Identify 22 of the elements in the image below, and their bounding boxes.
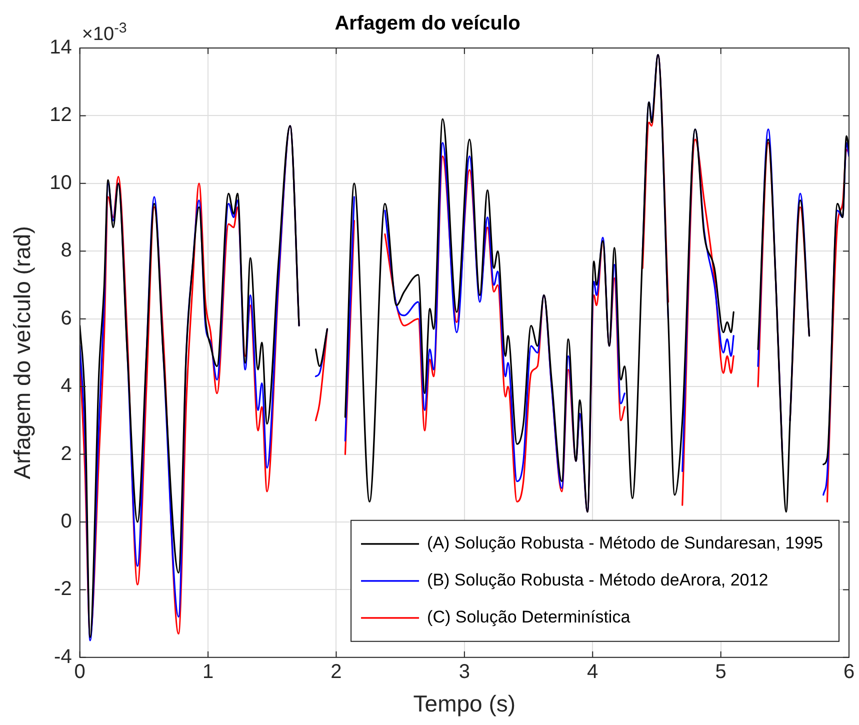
y-tick-label: 4 <box>60 375 72 398</box>
legend-label: (C) Solução Determinística <box>427 608 631 627</box>
y-axis-title: Arfagem do veículo (rad) <box>9 226 36 480</box>
y-tick-label: 2 <box>60 442 72 465</box>
x-tick-label: 1 <box>202 660 214 683</box>
legend-label: (A) Solução Robusta - Método de Sundaresan, 1995 <box>427 534 824 553</box>
y-tick-label: -2 <box>54 578 72 600</box>
x-tick-label: 5 <box>715 660 726 683</box>
y-tick-label: 8 <box>60 240 72 262</box>
x-tick-label: 2 <box>330 660 342 683</box>
x-tick-label: 4 <box>587 660 598 683</box>
x-tick-label: 3 <box>458 660 470 683</box>
legend-label: (B) Solução Robusta - Método deArora, 2012 <box>427 570 768 590</box>
x-axis-title: Tempo (s) <box>413 690 516 717</box>
y-tick-label: -4 <box>54 646 72 668</box>
chart-title: Arfagem do veículo <box>334 12 520 35</box>
y-tick-label: 0 <box>60 510 72 532</box>
y-tick-label: 14 <box>50 36 72 59</box>
y-tick-label: 6 <box>60 307 72 330</box>
x-tick-label: 6 <box>843 660 855 683</box>
y-tick-label: 10 <box>50 172 72 194</box>
y-tick-label: 12 <box>50 104 72 126</box>
